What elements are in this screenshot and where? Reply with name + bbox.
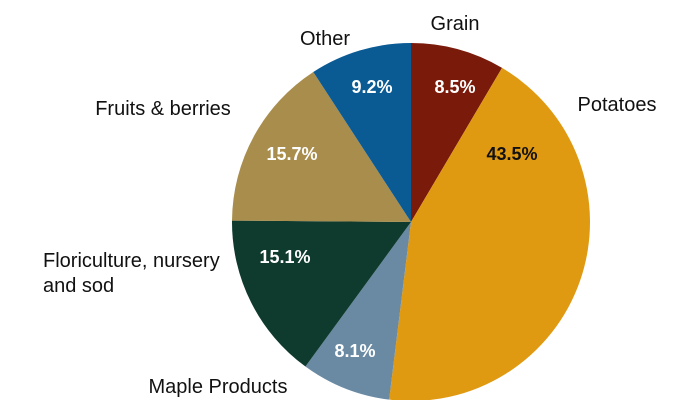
slice-label: Potatoes [577, 94, 657, 116]
slice-label: Floriculture, nursery and sod [43, 250, 220, 297]
pie-slice [305, 222, 411, 400]
value-label: 15.1% [259, 247, 310, 267]
slice-label: Other [299, 28, 351, 50]
value-label: 15.7% [266, 144, 317, 164]
pie-slice [232, 72, 411, 222]
pie-slice [389, 67, 590, 400]
slice-label: Fruits & berries [95, 98, 231, 120]
slice-label: Maple Products [148, 376, 288, 398]
pie-slice [411, 43, 503, 222]
slice-label: Grain [430, 13, 480, 35]
value-label: 8.1% [334, 341, 375, 361]
value-label: 9.2% [351, 77, 392, 97]
value-label: 43.5% [486, 144, 537, 164]
pie-slice [232, 220, 411, 367]
pie-slice [313, 43, 411, 222]
value-label: 8.5% [434, 77, 475, 97]
